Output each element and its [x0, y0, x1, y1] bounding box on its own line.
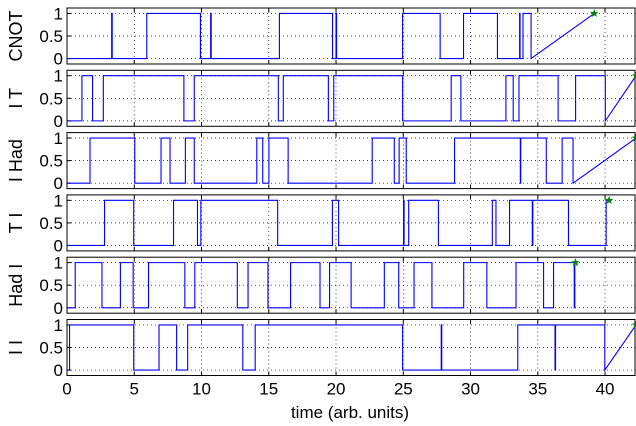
series-trace — [67, 75, 636, 123]
y-axis-label: I T — [6, 88, 26, 109]
y-axis-label: CNOT — [6, 11, 26, 62]
panel-3: 0 0.5 1 I Had — [6, 129, 636, 193]
y-tick-label: 0 — [54, 236, 63, 255]
y-axis-label: I I — [6, 340, 26, 355]
y-axis-label: I Had — [6, 139, 26, 182]
y-axis-label: T I — [6, 213, 26, 234]
y-axis-label: Had I — [6, 264, 26, 307]
series-trace — [67, 137, 636, 185]
x-tick-label: 35 — [528, 380, 547, 399]
panel-1: 0 0.5 1 CNOT — [6, 4, 636, 69]
x-tick-label: 30 — [461, 380, 480, 399]
y-tick-label: 0.5 — [39, 276, 63, 295]
y-tick-label: 1 — [54, 67, 63, 86]
y-tick-label: 0 — [54, 361, 63, 380]
y-tick-label: 0 — [54, 50, 63, 69]
x-tick-label: 5 — [130, 380, 139, 399]
x-tick-label: 10 — [192, 380, 211, 399]
panel-5: 0 0.5 1 Had I — [6, 254, 636, 318]
y-tick-label: 0.5 — [39, 89, 63, 108]
star-marker — [571, 258, 580, 267]
y-tick-label: 0.5 — [39, 152, 63, 171]
y-tick-label: 0 — [54, 112, 63, 131]
y-tick-label: 1 — [54, 129, 63, 148]
star-marker — [604, 195, 614, 204]
y-tick-label: 0 — [54, 174, 63, 193]
y-tick-label: 0 — [54, 299, 63, 318]
y-tick-label: 0.5 — [39, 339, 63, 358]
y-tick-label: 1 — [54, 191, 63, 210]
series-trace — [67, 199, 610, 247]
star-marker — [631, 133, 636, 142]
y-tick-label: 1 — [54, 316, 63, 335]
panel-2: 0 0.5 1 I T — [6, 67, 636, 131]
y-tick-label: 0.5 — [39, 214, 63, 233]
series-trace — [67, 262, 576, 309]
x-tick-label: 40 — [596, 380, 615, 399]
x-tick-label: 20 — [327, 380, 346, 399]
panel-6: 0 0.5 1 I I — [6, 316, 636, 380]
panel-4: 0 0.5 1 T I — [6, 191, 636, 255]
x-axis-label: time (arb. units) — [291, 403, 409, 422]
y-tick-label: 1 — [54, 254, 63, 273]
x-tick-label: 25 — [394, 380, 413, 399]
star-marker — [590, 8, 599, 18]
series-trace — [67, 12, 595, 60]
star-marker — [631, 71, 636, 80]
x-tick-label: 0 — [62, 380, 71, 399]
series-trace — [67, 324, 636, 372]
x-tick-label: 15 — [259, 380, 278, 399]
star-marker — [631, 320, 636, 329]
y-tick-label: 1 — [54, 4, 63, 23]
y-tick-label: 0.5 — [39, 27, 63, 46]
